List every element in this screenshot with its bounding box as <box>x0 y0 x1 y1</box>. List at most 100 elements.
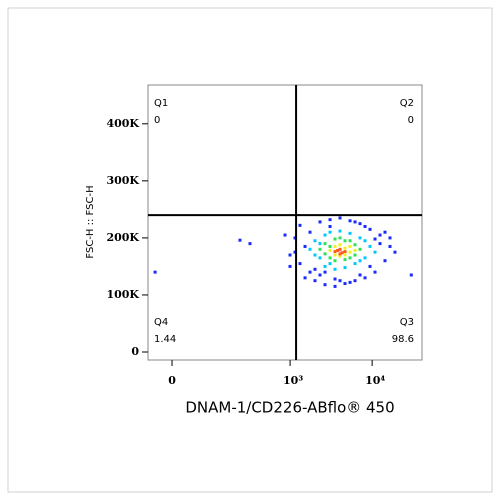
dot <box>393 250 397 254</box>
dot <box>333 284 337 288</box>
dots <box>153 216 413 288</box>
dot <box>343 239 347 243</box>
dot <box>318 247 322 251</box>
quadrant-name: Q4 <box>154 317 168 328</box>
quadrant-value: 98.6 <box>392 334 414 345</box>
dot <box>343 258 347 262</box>
dot <box>328 262 332 266</box>
dot <box>308 247 312 251</box>
quadrant-name: Q2 <box>400 98 414 109</box>
x-tick-label: 10⁴ <box>365 374 385 387</box>
dot <box>238 238 242 242</box>
dot <box>283 233 287 237</box>
dot <box>308 230 312 234</box>
dot <box>328 256 332 260</box>
dot <box>333 259 337 263</box>
dot <box>338 254 342 258</box>
dot <box>338 252 342 256</box>
dot <box>363 224 367 228</box>
dot <box>153 270 157 274</box>
dot <box>353 262 357 266</box>
dot <box>343 253 347 257</box>
dot <box>318 242 322 246</box>
dot <box>338 247 342 251</box>
y-tick-label: 100K <box>106 288 139 301</box>
dot <box>409 273 413 277</box>
dot <box>358 222 362 226</box>
dot <box>373 270 377 274</box>
dot <box>388 236 392 240</box>
dot <box>353 253 357 257</box>
dot <box>353 248 357 252</box>
dot <box>323 270 327 274</box>
dot <box>333 267 337 271</box>
dot <box>313 267 317 271</box>
dot <box>348 256 352 260</box>
quadrant-value: 0 <box>154 115 160 126</box>
dot <box>348 239 352 243</box>
dot <box>363 276 367 280</box>
y-tick-label: 0 <box>131 345 139 358</box>
quadrant-value: 0 <box>408 115 414 126</box>
dot <box>373 237 377 241</box>
dot <box>318 273 322 277</box>
dot <box>388 244 392 248</box>
x-axis-label: DNAM-1/CD226-ABflo® 450 <box>185 399 394 417</box>
y-tick-label: 400K <box>106 117 139 130</box>
dot <box>298 223 302 227</box>
dot <box>378 233 382 237</box>
dot <box>353 220 357 224</box>
dot <box>338 229 342 233</box>
dot <box>328 244 332 248</box>
dot <box>303 244 307 248</box>
dot <box>323 242 327 246</box>
dot <box>363 256 367 260</box>
dot <box>348 244 352 248</box>
dot <box>383 230 387 234</box>
dot <box>358 273 362 277</box>
dot <box>333 244 337 248</box>
dot <box>303 276 307 280</box>
dot <box>338 243 342 247</box>
dot <box>328 230 332 234</box>
dot <box>353 243 357 247</box>
dot <box>348 231 352 235</box>
dot <box>358 236 362 240</box>
dot <box>336 248 340 252</box>
dot <box>358 259 362 263</box>
dot <box>288 253 292 257</box>
dot <box>323 264 327 268</box>
dot <box>288 264 292 268</box>
dot <box>343 250 347 254</box>
dot <box>338 279 342 283</box>
dot <box>338 216 342 220</box>
dot <box>348 219 352 223</box>
dot <box>358 247 362 251</box>
dot <box>293 250 297 254</box>
plot-area <box>147 84 423 361</box>
dot <box>293 236 297 240</box>
dot <box>333 250 337 254</box>
dot <box>368 227 372 231</box>
dot <box>348 280 352 284</box>
dot <box>383 259 387 263</box>
dot <box>248 242 252 246</box>
dot <box>363 239 367 243</box>
dot <box>323 252 327 256</box>
dot <box>313 279 317 283</box>
dot <box>368 264 372 268</box>
dot <box>323 233 327 237</box>
dot <box>333 253 337 257</box>
dot <box>343 266 347 270</box>
x-tick-label: 0 <box>168 374 176 387</box>
dot <box>353 279 357 283</box>
dot <box>340 251 344 255</box>
quadrant-name: Q1 <box>154 98 168 109</box>
y-tick-label: 300K <box>106 174 139 187</box>
dot <box>343 282 347 286</box>
dot <box>313 239 317 243</box>
dot <box>348 250 352 254</box>
dot <box>318 256 322 260</box>
